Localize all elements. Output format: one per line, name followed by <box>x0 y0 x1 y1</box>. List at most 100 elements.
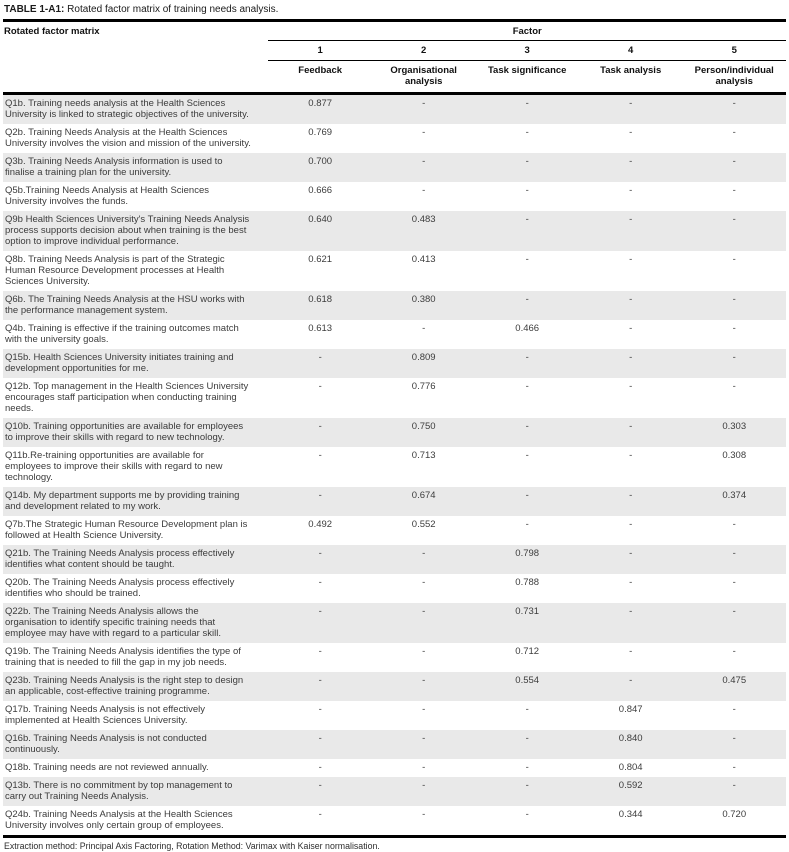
loading-value-cell: - <box>629 548 633 559</box>
loading-value-cell: 0.776 <box>411 381 436 392</box>
loading-value-cell: - <box>318 646 322 657</box>
loading-value-cell: - <box>732 156 736 167</box>
table-body: Q1b. Training needs analysis at the Heal… <box>3 93 786 837</box>
corner-header: Rotated factor matrix <box>4 26 100 37</box>
question-cell: Q20b. The Training Needs Analysis proces… <box>5 577 235 599</box>
factor-number-header: 2 <box>371 40 476 61</box>
loading-value-cell: 0.674 <box>411 490 436 501</box>
loading-value-cell: - <box>732 646 736 657</box>
loading-value-cell: 0.804 <box>618 762 643 773</box>
loading-value-cell: - <box>525 780 529 791</box>
loading-value-cell: 0.552 <box>411 519 436 530</box>
factor-number-header: 4 <box>578 40 683 61</box>
loading-value-cell: - <box>629 323 633 334</box>
loading-value-cell: 0.750 <box>411 421 436 432</box>
table-header: Rotated factor matrix Factor 1 2 3 4 5 F… <box>3 22 786 94</box>
table-row: Q18b. Training needs are not reviewed an… <box>3 759 786 777</box>
table-row: Q10b. Training opportunities are availab… <box>3 418 786 447</box>
factor-name-header: Feedback <box>298 65 343 76</box>
loading-value-cell: 0.666 <box>308 185 333 196</box>
loading-value-cell: - <box>629 98 633 109</box>
factor-name-header: Organisational analysis <box>390 65 457 87</box>
table-row: Q21b. The Training Needs Analysis proces… <box>3 545 786 574</box>
loading-value-cell: - <box>422 606 426 617</box>
loading-value-cell: - <box>732 733 736 744</box>
question-cell: Q1b. Training needs analysis at the Heal… <box>5 98 249 120</box>
table-row: Q11b.Re-training opportunities are avail… <box>3 447 786 487</box>
table-row: Q2b. Training Needs Analysis at the Heal… <box>3 124 786 153</box>
table-row: Q3b. Training Needs Analysis information… <box>3 153 786 182</box>
loading-value-cell: 0.303 <box>722 421 747 432</box>
loading-value-cell: - <box>525 214 529 225</box>
loading-value-cell: - <box>422 185 426 196</box>
loading-value-cell: - <box>629 450 633 461</box>
question-cell: Q11b.Re-training opportunities are avail… <box>5 450 223 483</box>
loading-value-cell: 0.877 <box>308 98 333 109</box>
loading-value-cell: 0.492 <box>308 519 333 530</box>
loading-value-cell: - <box>318 762 322 773</box>
loading-value-cell: - <box>629 185 633 196</box>
loading-value-cell: - <box>318 548 322 559</box>
loading-value-cell: 0.847 <box>618 704 643 715</box>
loading-value-cell: - <box>318 490 322 501</box>
table-row: Q17b. Training Needs Analysis is not eff… <box>3 701 786 730</box>
loading-value-cell: - <box>732 352 736 363</box>
loading-value-cell: - <box>732 294 736 305</box>
loading-value-cell: 0.483 <box>411 214 436 225</box>
loading-value-cell: - <box>629 421 633 432</box>
loading-value-cell: - <box>525 254 529 265</box>
question-cell: Q17b. Training Needs Analysis is not eff… <box>5 704 205 726</box>
question-cell: Q6b. The Training Needs Analysis at the … <box>5 294 245 316</box>
table-row: Q16b. Training Needs Analysis is not con… <box>3 730 786 759</box>
loading-value-cell: - <box>422 733 426 744</box>
loading-value-cell: 0.374 <box>722 490 747 501</box>
loading-value-cell: 0.720 <box>722 809 747 820</box>
table-row: Q6b. The Training Needs Analysis at the … <box>3 291 786 320</box>
loading-value-cell: 0.413 <box>411 254 436 265</box>
table-row: Q4b. Training is effective if the traini… <box>3 320 786 349</box>
table-title-text: Rotated factor matrix of training needs … <box>67 4 279 15</box>
loading-value-cell: - <box>732 323 736 334</box>
question-cell: Q8b. Training Needs Analysis is part of … <box>5 254 225 287</box>
loading-value-cell: 0.554 <box>515 675 540 686</box>
loading-value-cell: - <box>732 127 736 138</box>
loading-value-cell: - <box>629 127 633 138</box>
loading-value-cell: - <box>629 675 633 686</box>
loading-value-cell: - <box>629 254 633 265</box>
loading-value-cell: - <box>318 577 322 588</box>
table-row: Q8b. Training Needs Analysis is part of … <box>3 251 786 291</box>
factor-number-header: 1 <box>268 40 372 61</box>
question-cell: Q2b. Training Needs Analysis at the Heal… <box>5 127 251 149</box>
loading-value-cell: - <box>525 156 529 167</box>
question-cell: Q9b Health Sciences University's Trainin… <box>5 214 250 247</box>
question-cell: Q10b. Training opportunities are availab… <box>5 421 244 443</box>
loading-value-cell: - <box>732 519 736 530</box>
loading-value-cell: - <box>525 519 529 530</box>
factor-name-header: Person/individual analysis <box>694 65 774 87</box>
loading-value-cell: - <box>318 450 322 461</box>
loading-value-cell: - <box>525 733 529 744</box>
loading-value-cell: 0.712 <box>515 646 540 657</box>
loading-value-cell: 0.475 <box>722 675 747 686</box>
question-cell: Q3b. Training Needs Analysis information… <box>5 156 223 178</box>
table-row: Q7b.The Strategic Human Resource Develop… <box>3 516 786 545</box>
loading-value-cell: - <box>732 762 736 773</box>
table-footnote: Extraction method: Principal Axis Factor… <box>4 841 380 851</box>
loading-value-cell: - <box>732 704 736 715</box>
loading-value-cell: - <box>629 381 633 392</box>
table-row: Q20b. The Training Needs Analysis proces… <box>3 574 786 603</box>
loading-value-cell: - <box>318 733 322 744</box>
loading-value-cell: - <box>732 548 736 559</box>
question-cell: Q7b.The Strategic Human Resource Develop… <box>5 519 248 541</box>
loading-value-cell: 0.788 <box>515 577 540 588</box>
factor-number-header: 3 <box>475 40 579 61</box>
loading-value-cell: - <box>422 675 426 686</box>
loading-value-cell: - <box>422 780 426 791</box>
loading-value-cell: 0.840 <box>618 733 643 744</box>
loading-value-cell: - <box>732 98 736 109</box>
table-row: Q5b.Training Needs Analysis at Health Sc… <box>3 182 786 211</box>
table-title-label: TABLE 1-A1: <box>4 4 65 15</box>
table-row: Q22b. The Training Needs Analysis allows… <box>3 603 786 643</box>
loading-value-cell: - <box>422 809 426 820</box>
table-row: Q12b. Top management in the Health Scien… <box>3 378 786 418</box>
